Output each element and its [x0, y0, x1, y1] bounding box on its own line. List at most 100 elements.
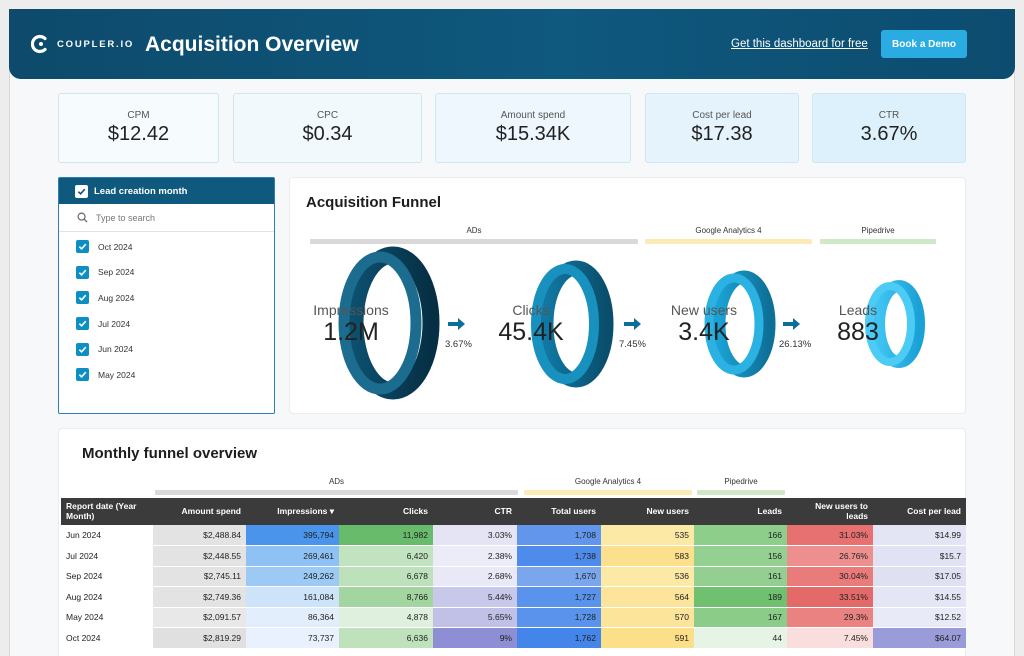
- cell: $12.52: [873, 607, 966, 628]
- stage-label-new-users: New users: [670, 302, 738, 318]
- col-ctr[interactable]: CTR: [433, 498, 517, 525]
- arrow-right-icon: [624, 318, 641, 330]
- lead-month-filter: Lead creation month Type to search Oct 2…: [58, 177, 275, 414]
- cell: 73,737: [246, 627, 339, 649]
- col-total-users[interactable]: Total users: [517, 498, 601, 525]
- cell: 535: [601, 525, 694, 546]
- kpi-card-amount-spend: Amount spend $15.34K: [435, 93, 631, 163]
- cell: 564: [601, 586, 694, 608]
- kpi-label: Amount spend: [500, 110, 566, 121]
- stage-label-clicks: Clicks: [512, 302, 550, 318]
- table-segment-label-ads: ADs: [328, 477, 345, 486]
- get-dashboard-link[interactable]: Get this dashboard for free: [731, 38, 868, 50]
- cell: 31.03%: [787, 525, 873, 546]
- arrow-right-icon: [448, 318, 465, 330]
- cell: 583: [601, 545, 694, 567]
- cell: 11,982: [339, 525, 433, 546]
- funnel-rings: [338, 246, 925, 400]
- filter-option[interactable]: May 2024: [59, 362, 274, 388]
- checkbox[interactable]: [76, 317, 89, 331]
- col-impressions[interactable]: Impressions ▾: [246, 498, 339, 525]
- col-cost-per-lead[interactable]: Cost per lead: [873, 498, 966, 525]
- cell: 2.38%: [433, 545, 517, 567]
- arrow-right-icon: [783, 318, 800, 330]
- cell: $2,091.57: [153, 607, 246, 628]
- book-demo-button[interactable]: Book a Demo: [881, 30, 967, 58]
- cell: 86,364: [246, 607, 339, 628]
- monthly-funnel-table: Report date (Year Month) Amount spend Im…: [61, 498, 966, 649]
- filter-option[interactable]: Jun 2024: [59, 336, 274, 362]
- checkmark-icon: [78, 371, 87, 379]
- checkmark-icon: [78, 269, 87, 276]
- ring-new-users: [704, 270, 776, 378]
- kpi-card-ctr: CTR 3.67%: [812, 93, 966, 163]
- filter-option-label: Jul 2024: [98, 318, 131, 329]
- segment-label-pipedrive: Pipedrive: [861, 226, 895, 235]
- checkbox[interactable]: [76, 240, 89, 254]
- cell: 156: [694, 545, 787, 567]
- filter-option[interactable]: Sep 2024: [59, 260, 274, 286]
- segment-label-ga4: Google Analytics 4: [695, 226, 762, 235]
- header-bar: COUPLER.IO Acquisition Overview Get this…: [9, 9, 1015, 79]
- col-amount-spend[interactable]: Amount spend: [153, 498, 246, 525]
- kpi-value: $0.34: [302, 123, 353, 145]
- segment-bar-ga4: [645, 239, 812, 244]
- table-segment-label-pipedrive: Pipedrive: [724, 477, 758, 486]
- checkmark-icon: [78, 295, 87, 302]
- cell: Aug 2024: [61, 586, 153, 608]
- checkbox[interactable]: [76, 342, 89, 356]
- cell: 189: [694, 586, 787, 608]
- cell: $64.07: [873, 627, 966, 649]
- cell: Oct 2024: [61, 627, 153, 649]
- stage-label-impressions: Impressions: [313, 302, 389, 318]
- cell: 33.51%: [787, 586, 873, 608]
- checkmark-icon: [77, 188, 86, 195]
- filter-option[interactable]: Oct 2024: [59, 234, 274, 260]
- cell: 6,636: [339, 627, 433, 649]
- cell: 4,878: [339, 607, 433, 628]
- coupler-logo[interactable]: COUPLER.IO: [31, 34, 134, 54]
- cell: 161: [694, 566, 787, 587]
- cell: 269,461: [246, 545, 339, 567]
- table-segment-bar-pipedrive: [697, 490, 785, 495]
- cell: $14.99: [873, 525, 966, 546]
- checkbox[interactable]: [76, 265, 89, 279]
- logo-text: COUPLER.IO: [57, 38, 135, 50]
- filter-header[interactable]: Lead creation month: [59, 178, 274, 204]
- cell: 395,794: [246, 525, 339, 546]
- cell: 1,708: [517, 525, 601, 546]
- cell: 161,084: [246, 586, 339, 608]
- cell: Sep 2024: [61, 566, 153, 587]
- table-row: Sep 2024 $2,745.11 249,262 6,678 2.68% 1…: [61, 566, 966, 587]
- kpi-value: $17.38: [691, 123, 753, 145]
- cell: 29.3%: [787, 607, 873, 628]
- table-row: Jun 2024 $2,488.84 395,794 11,982 3.03% …: [61, 525, 966, 546]
- kpi-value: 3.67%: [860, 123, 918, 145]
- cell: 166: [694, 525, 787, 546]
- cell: 1,670: [517, 566, 601, 587]
- table-header-row: Report date (Year Month) Amount spend Im…: [61, 498, 966, 525]
- col-report-date[interactable]: Report date (Year Month): [61, 498, 153, 525]
- cell: 536: [601, 566, 694, 587]
- cell: $17.05: [873, 566, 966, 587]
- col-new-users-to-leads[interactable]: New users to leads: [787, 498, 873, 525]
- select-all-checkbox[interactable]: [75, 184, 88, 198]
- cell: 570: [601, 607, 694, 628]
- cell: 167: [694, 607, 787, 628]
- stage-label-leads: Leads: [838, 302, 878, 318]
- cell: 591: [601, 627, 694, 649]
- ring-impressions: [338, 246, 440, 400]
- search-placeholder: Type to search: [96, 212, 156, 223]
- cell: 26.76%: [787, 545, 873, 567]
- col-clicks[interactable]: Clicks: [339, 498, 433, 525]
- filter-option-label: May 2024: [98, 369, 136, 380]
- filter-option[interactable]: Aug 2024: [59, 285, 274, 311]
- col-leads[interactable]: Leads: [694, 498, 787, 525]
- cell: 1,727: [517, 586, 601, 608]
- checkbox[interactable]: [76, 368, 89, 382]
- filter-search-input[interactable]: Type to search: [59, 204, 274, 232]
- filter-option-label: Sep 2024: [98, 267, 135, 278]
- checkbox[interactable]: [76, 291, 89, 305]
- filter-option[interactable]: Jul 2024: [59, 311, 274, 337]
- col-new-users[interactable]: New users: [601, 498, 694, 525]
